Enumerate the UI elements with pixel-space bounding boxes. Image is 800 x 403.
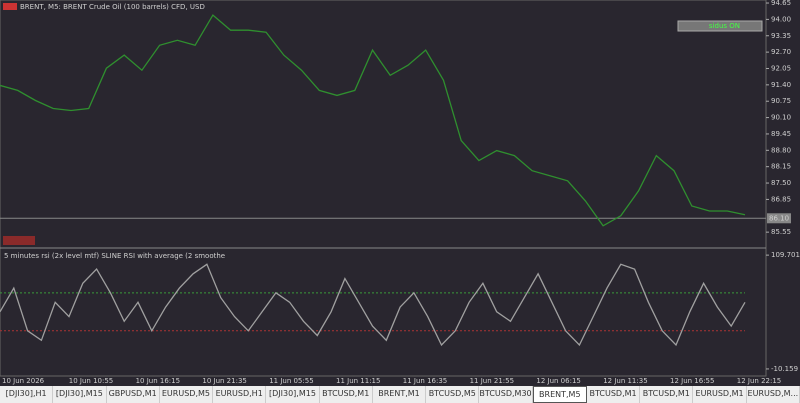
rsi-title: 5 minutes rsi (2x level mtf) SLINE RSI w…: [4, 252, 225, 260]
tab[interactable]: BRENT,M5: [532, 386, 587, 403]
sidus-label[interactable]: sidus ON: [709, 22, 740, 30]
tab[interactable]: EURUSD,M...: [747, 386, 800, 403]
x-tick-label: 10 Jun 10:55: [69, 377, 113, 385]
tab[interactable]: EURUSD,M1: [693, 386, 747, 403]
x-tick-label: 11 Jun 16:35: [403, 377, 447, 385]
y-tick-label: 94.00: [771, 15, 791, 23]
y-tick-label: 88.15: [771, 163, 791, 171]
x-tick-label: 11 Jun 05:55: [269, 377, 313, 385]
tab[interactable]: [DJI30],M15: [266, 386, 320, 403]
y-tick-label: 90.10: [771, 114, 791, 122]
x-tick-label: 10 Jun 21:35: [202, 377, 246, 385]
y-tick-label: 88.80: [771, 146, 791, 154]
chart: BRENT, M5: BRENT Crude Oil (100 barrels)…: [0, 0, 800, 385]
tab[interactable]: EURUSD,H1: [213, 386, 267, 403]
x-tick-label: 12 Jun 11:35: [603, 377, 647, 385]
current-price-box: [767, 213, 791, 224]
line-series: [0, 14, 746, 227]
tab[interactable]: BTCUSD,M1: [320, 386, 373, 403]
tab[interactable]: EURUSD,M5: [160, 386, 214, 403]
tab[interactable]: BTCUSD,M30: [479, 386, 533, 403]
flag-icon: [3, 3, 17, 10]
tab[interactable]: BTCUSD,M1: [640, 386, 694, 403]
y-tick-label: 91.40: [771, 81, 791, 89]
tab[interactable]: BRENT,M1: [373, 386, 427, 403]
plot-frame: [0, 0, 767, 377]
y-tick-label: 94.65: [771, 0, 791, 7]
y-tick-label: 109.701: [771, 251, 800, 259]
tab[interactable]: GBPUSD,M1: [107, 386, 160, 403]
y-tick-label: 86.85: [771, 195, 791, 203]
x-tick-label: 12 Jun 16:55: [670, 377, 714, 385]
tab[interactable]: BTCUSD,M1: [587, 386, 641, 403]
window-title: BRENT, M5: BRENT Crude Oil (100 barrels)…: [20, 3, 205, 11]
y-tick-label: -10.159: [771, 365, 798, 373]
y-tick-label: 92.05: [771, 64, 791, 72]
tab-bar: [DJI30],H1 [DJI30],M15 GBPUSD,M1 EURUSD,M5 E…: [0, 386, 800, 403]
line-series: [0, 263, 746, 347]
y-tick-label: 87.50: [771, 179, 791, 187]
x-tick-label: 11 Jun 11:15: [336, 377, 380, 385]
y-tick-label: 93.35: [771, 32, 791, 40]
y-tick-label: 89.45: [771, 130, 791, 138]
tab[interactable]: [DJI30],H1: [0, 386, 54, 403]
x-tick-label: 10 Jun 16:15: [136, 377, 180, 385]
y-tick-label: 90.75: [771, 97, 791, 105]
y-tick-label: 92.70: [771, 48, 791, 56]
sidus-button[interactable]: [677, 20, 763, 32]
y-tick-label: 85.55: [771, 228, 791, 236]
x-tick-label: 10 Jun 2026: [2, 377, 45, 385]
x-tick-label: 11 Jun 21:55: [470, 377, 514, 385]
x-tick-label: 12 Jun 06:15: [536, 377, 580, 385]
current-price-label: 86.10: [769, 214, 789, 222]
tab[interactable]: [DJI30],M15: [53, 386, 107, 403]
x-tick-label: 12 Jun 22:15: [737, 377, 781, 385]
tab[interactable]: BTCUSD,M5: [426, 386, 480, 403]
status-box: [3, 236, 35, 245]
